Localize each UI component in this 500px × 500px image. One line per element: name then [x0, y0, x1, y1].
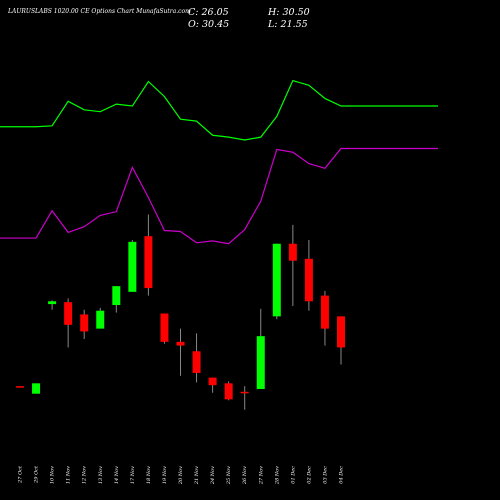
candle-body: [192, 351, 201, 373]
candle-body: [48, 301, 57, 305]
x-tick-label: 02 Dec: [306, 466, 312, 484]
x-tick-label: 11 Nov: [66, 466, 72, 484]
open-value: O: 30.45: [188, 19, 230, 30]
candle: [32, 383, 41, 394]
x-tick-label: 18 Nov: [146, 466, 152, 484]
x-tick-label: 12 Nov: [82, 466, 88, 484]
candle: [192, 333, 201, 383]
x-tick-label: 19 Nov: [162, 466, 168, 484]
x-tick-label: 27 Nov: [258, 466, 264, 485]
candle: [96, 307, 105, 329]
upper-band-line: [0, 79, 438, 141]
x-tick-label: 28 Nov: [274, 466, 280, 485]
x-tick-label: 24 Nov: [210, 466, 216, 485]
candle: [16, 386, 24, 388]
candle-body: [64, 302, 73, 325]
candle-body: [96, 310, 105, 329]
candle: [240, 386, 249, 410]
x-tick-label: 04 Dec: [339, 466, 345, 484]
candle: [112, 286, 121, 313]
candle: [176, 328, 185, 376]
candle-body: [144, 236, 153, 289]
low-value: L: 21.55: [268, 19, 308, 30]
x-tick-label: 03 Dec: [322, 466, 328, 484]
x-tick-label: 13 Nov: [98, 466, 104, 484]
x-tick-label: 26 Nov: [242, 466, 248, 485]
candle-body: [304, 258, 313, 302]
chart-title: LAURUSLABS 1020.00 CE Options Chart Muna…: [8, 8, 191, 15]
candle-body: [128, 241, 137, 292]
candle: [128, 239, 137, 292]
candle-body: [240, 391, 249, 394]
candle: [224, 381, 233, 401]
candle: [304, 239, 313, 311]
candle: [256, 308, 265, 389]
candle-body: [272, 243, 281, 317]
lower-band-line: [0, 147, 438, 245]
candle: [320, 290, 329, 346]
bands-layer: [0, 79, 438, 245]
x-tick-label: 20 Nov: [178, 466, 184, 485]
x-tick-label: 27 Oct: [18, 465, 24, 484]
x-tick-label: 10 Nov: [50, 466, 56, 484]
candle-body: [224, 383, 233, 400]
candle: [288, 224, 297, 306]
candle: [337, 316, 345, 365]
x-tick-label: 17 Nov: [130, 466, 136, 484]
candle: [64, 298, 73, 348]
high-value: H: 30.50: [268, 7, 310, 18]
x-tick-label: 21 Nov: [194, 466, 200, 485]
candle-body: [208, 377, 217, 386]
candle-body: [80, 314, 89, 332]
candle: [48, 300, 57, 310]
candle: [208, 377, 217, 393]
x-tick-label: 14 Nov: [114, 466, 120, 484]
candle: [144, 214, 153, 296]
candle-body: [288, 243, 297, 261]
x-axis: 27 Oct 29 Oct 10 Nov 11 Nov 12 Nov 13 Nov 14 N…: [18, 465, 345, 485]
candle-body: [160, 313, 169, 342]
x-tick-label: 01 Dec: [290, 466, 296, 484]
candle: [272, 243, 281, 320]
candle-body: [320, 295, 329, 329]
candle-body: [32, 383, 41, 394]
candle: [80, 309, 89, 339]
candle-body: [16, 386, 24, 388]
candle-body: [176, 341, 185, 346]
candle-body: [256, 336, 265, 389]
candle-body: [112, 286, 121, 306]
candle: [160, 313, 169, 344]
candles-layer: [16, 214, 345, 410]
x-tick-label: 25 Nov: [226, 466, 232, 485]
x-tick-label: 29 Oct: [34, 465, 40, 484]
candle-body: [337, 316, 345, 348]
close-value: C: 26.05: [188, 7, 229, 18]
